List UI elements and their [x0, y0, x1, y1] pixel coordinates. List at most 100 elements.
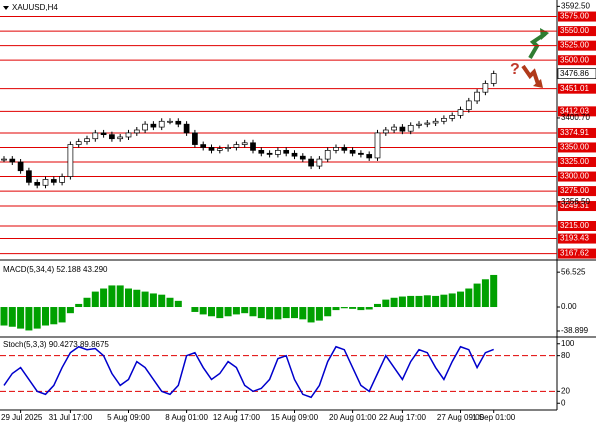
candle: [67, 144, 74, 177]
level-label: 3350.00: [560, 143, 589, 152]
candle: [416, 123, 422, 126]
macd-bar: [282, 307, 290, 319]
level-label-box: [558, 142, 596, 153]
macd-bar: [299, 307, 307, 320]
x-tick-label: 31 Jul 17:00: [49, 413, 93, 422]
candle: [241, 142, 248, 145]
macd-bar: [332, 307, 340, 311]
macd-bar: [349, 307, 357, 309]
level-label: 3412.03: [560, 106, 589, 115]
y-tick-label: 20: [561, 386, 570, 395]
macd-bar: [481, 279, 489, 308]
macd-bar: [241, 307, 249, 314]
level-label: 3500.00: [560, 55, 589, 64]
macd-bar: [8, 307, 16, 327]
candle: [449, 115, 456, 119]
x-tick-label: 8 Aug 01:00: [165, 413, 208, 422]
macd-bar: [100, 288, 108, 308]
macd-bar: [191, 307, 199, 312]
candle: [109, 134, 115, 140]
macd-bar: [42, 307, 49, 326]
stoch-title: Stoch(5,3,3) 90.4273 89.8675: [3, 340, 109, 349]
macd-bar: [448, 293, 456, 308]
candle: [150, 123, 157, 128]
x-tick-label: 20 Aug 01:00: [329, 413, 377, 422]
candle: [490, 73, 497, 84]
candle: [349, 150, 356, 154]
up-arrow: [528, 32, 547, 60]
y-tick-label: 3592.50: [561, 1, 590, 10]
candle: [84, 138, 90, 142]
down-arrow-head: [533, 79, 543, 88]
candle: [42, 179, 49, 186]
macd-bar: [125, 288, 132, 308]
macd-bar: [266, 307, 274, 320]
last-price-label: 3476.86: [560, 69, 589, 78]
level-label: 3451.01: [560, 84, 589, 93]
level-label-box: [558, 55, 596, 66]
candle: [9, 158, 16, 163]
candle: [341, 147, 348, 151]
macd-bar: [407, 295, 415, 308]
candle: [424, 122, 431, 125]
candle: [366, 154, 373, 159]
macd-bar: [315, 307, 323, 321]
level-label-box: [558, 248, 596, 259]
macd-bar: [473, 283, 481, 308]
candle: [316, 158, 323, 167]
level-label: 3575.00: [560, 12, 589, 21]
chart-title: XAUUSD,H4: [12, 3, 58, 12]
macd-bar: [457, 291, 464, 308]
macd-bar: [116, 285, 124, 308]
level-label-box: [558, 201, 596, 212]
candle: [225, 147, 231, 149]
candle: [50, 179, 57, 183]
macd-bar: [307, 307, 315, 323]
x-tick-label: 29 Jul 2025: [1, 413, 43, 422]
candle: [299, 155, 306, 160]
macd-bar: [465, 288, 473, 308]
macd-bar: [432, 295, 440, 308]
level-label-box: [558, 186, 596, 197]
y-tick-label: 80: [561, 351, 570, 360]
y-tick-label: 0.00: [561, 302, 577, 311]
level-label-box: [558, 106, 596, 117]
candle: [465, 100, 472, 110]
macd-bar: [208, 307, 215, 317]
candle: [283, 150, 290, 154]
level-label-box: [558, 157, 596, 167]
candle: [200, 144, 207, 148]
level-label: 3275.00: [560, 186, 589, 195]
candle: [17, 161, 24, 172]
level-label: 3193.43: [560, 234, 589, 243]
macd-bar: [232, 307, 240, 315]
candle: [258, 150, 265, 154]
macd-bar: [390, 297, 398, 308]
macd-bar: [257, 307, 265, 319]
x-tick-label: 27 Aug 09:00: [437, 413, 485, 422]
level-label-box: [558, 40, 596, 51]
level-label-box: [558, 26, 596, 37]
macd-bar: [25, 307, 33, 331]
candle: [75, 141, 82, 145]
macd-bar: [0, 307, 8, 326]
level-label: 3550.00: [560, 26, 589, 35]
macd-bar: [374, 303, 381, 308]
macd-bar: [249, 307, 257, 317]
candle: [59, 176, 65, 183]
candle: [158, 120, 165, 128]
macd-bar: [149, 293, 157, 308]
y-tick-label: 56.525: [561, 267, 586, 276]
macd-bar: [58, 307, 66, 323]
level-label-box: [558, 127, 596, 138]
level-label: 3525.00: [560, 41, 589, 50]
level-label-box: [558, 171, 596, 182]
macd-bar: [166, 297, 174, 308]
candle: [358, 152, 364, 155]
level-label: 3215.00: [560, 221, 589, 230]
macd-bar: [17, 307, 25, 329]
macd-bar: [83, 297, 91, 308]
macd-bar: [274, 307, 282, 320]
